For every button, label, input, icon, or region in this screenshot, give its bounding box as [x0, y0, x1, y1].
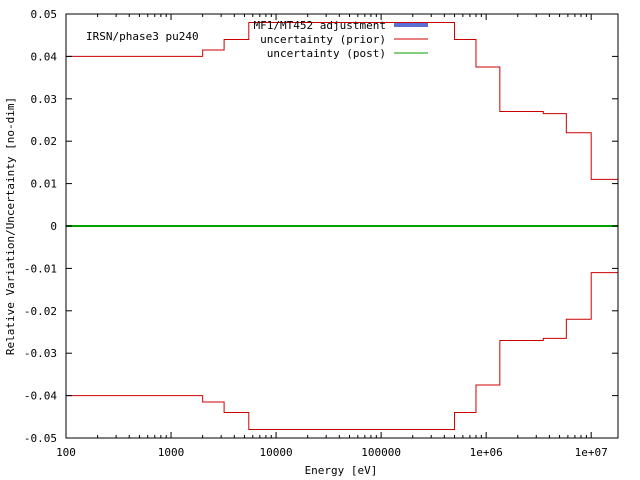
x-tick-label: 1e+07 [575, 446, 608, 459]
y-tick-label: -0.04 [24, 390, 57, 403]
series-prior-upper-line [66, 21, 618, 180]
axis-ticks: 0.05 0.04 0.03 0.02 0.01 0 -0.01 -0.02 -0.03 -0.0… [24, 8, 618, 459]
y-axis-label: Relative Variation/Uncertainty [no-dim] [4, 97, 17, 355]
legend-swatch-adjustment [394, 23, 428, 27]
y-tick-label: 0.04 [31, 50, 58, 63]
x-tick-label: 100 [56, 446, 76, 459]
legend-label: uncertainty (post) [267, 47, 386, 60]
legend-label: MF1/MT452 adjustment [254, 19, 386, 32]
x-axis-label: Energy [eV] [305, 464, 378, 477]
x-tick-label: 1e+06 [470, 446, 503, 459]
x-tick-label: 1000 [158, 446, 185, 459]
y-tick-label: 0.02 [31, 135, 58, 148]
y-tick-label: -0.03 [24, 347, 57, 360]
y-tick-label: -0.05 [24, 432, 57, 445]
x-tick-label: 100000 [361, 446, 401, 459]
series-prior-lower-line [66, 272, 618, 431]
y-tick-label: 0 [50, 220, 57, 233]
series-layer [66, 21, 618, 431]
y-tick-label: 0.05 [31, 8, 58, 21]
y-tick-label: -0.01 [24, 262, 57, 275]
legend-label: uncertainty (prior) [260, 33, 386, 46]
y-tick-label: -0.02 [24, 305, 57, 318]
chart-annotation: IRSN/phase3 pu240 [86, 30, 199, 43]
x-tick-label: 10000 [260, 446, 293, 459]
y-tick-label: 0.03 [31, 93, 58, 106]
y-tick-label: 0.01 [31, 178, 58, 191]
